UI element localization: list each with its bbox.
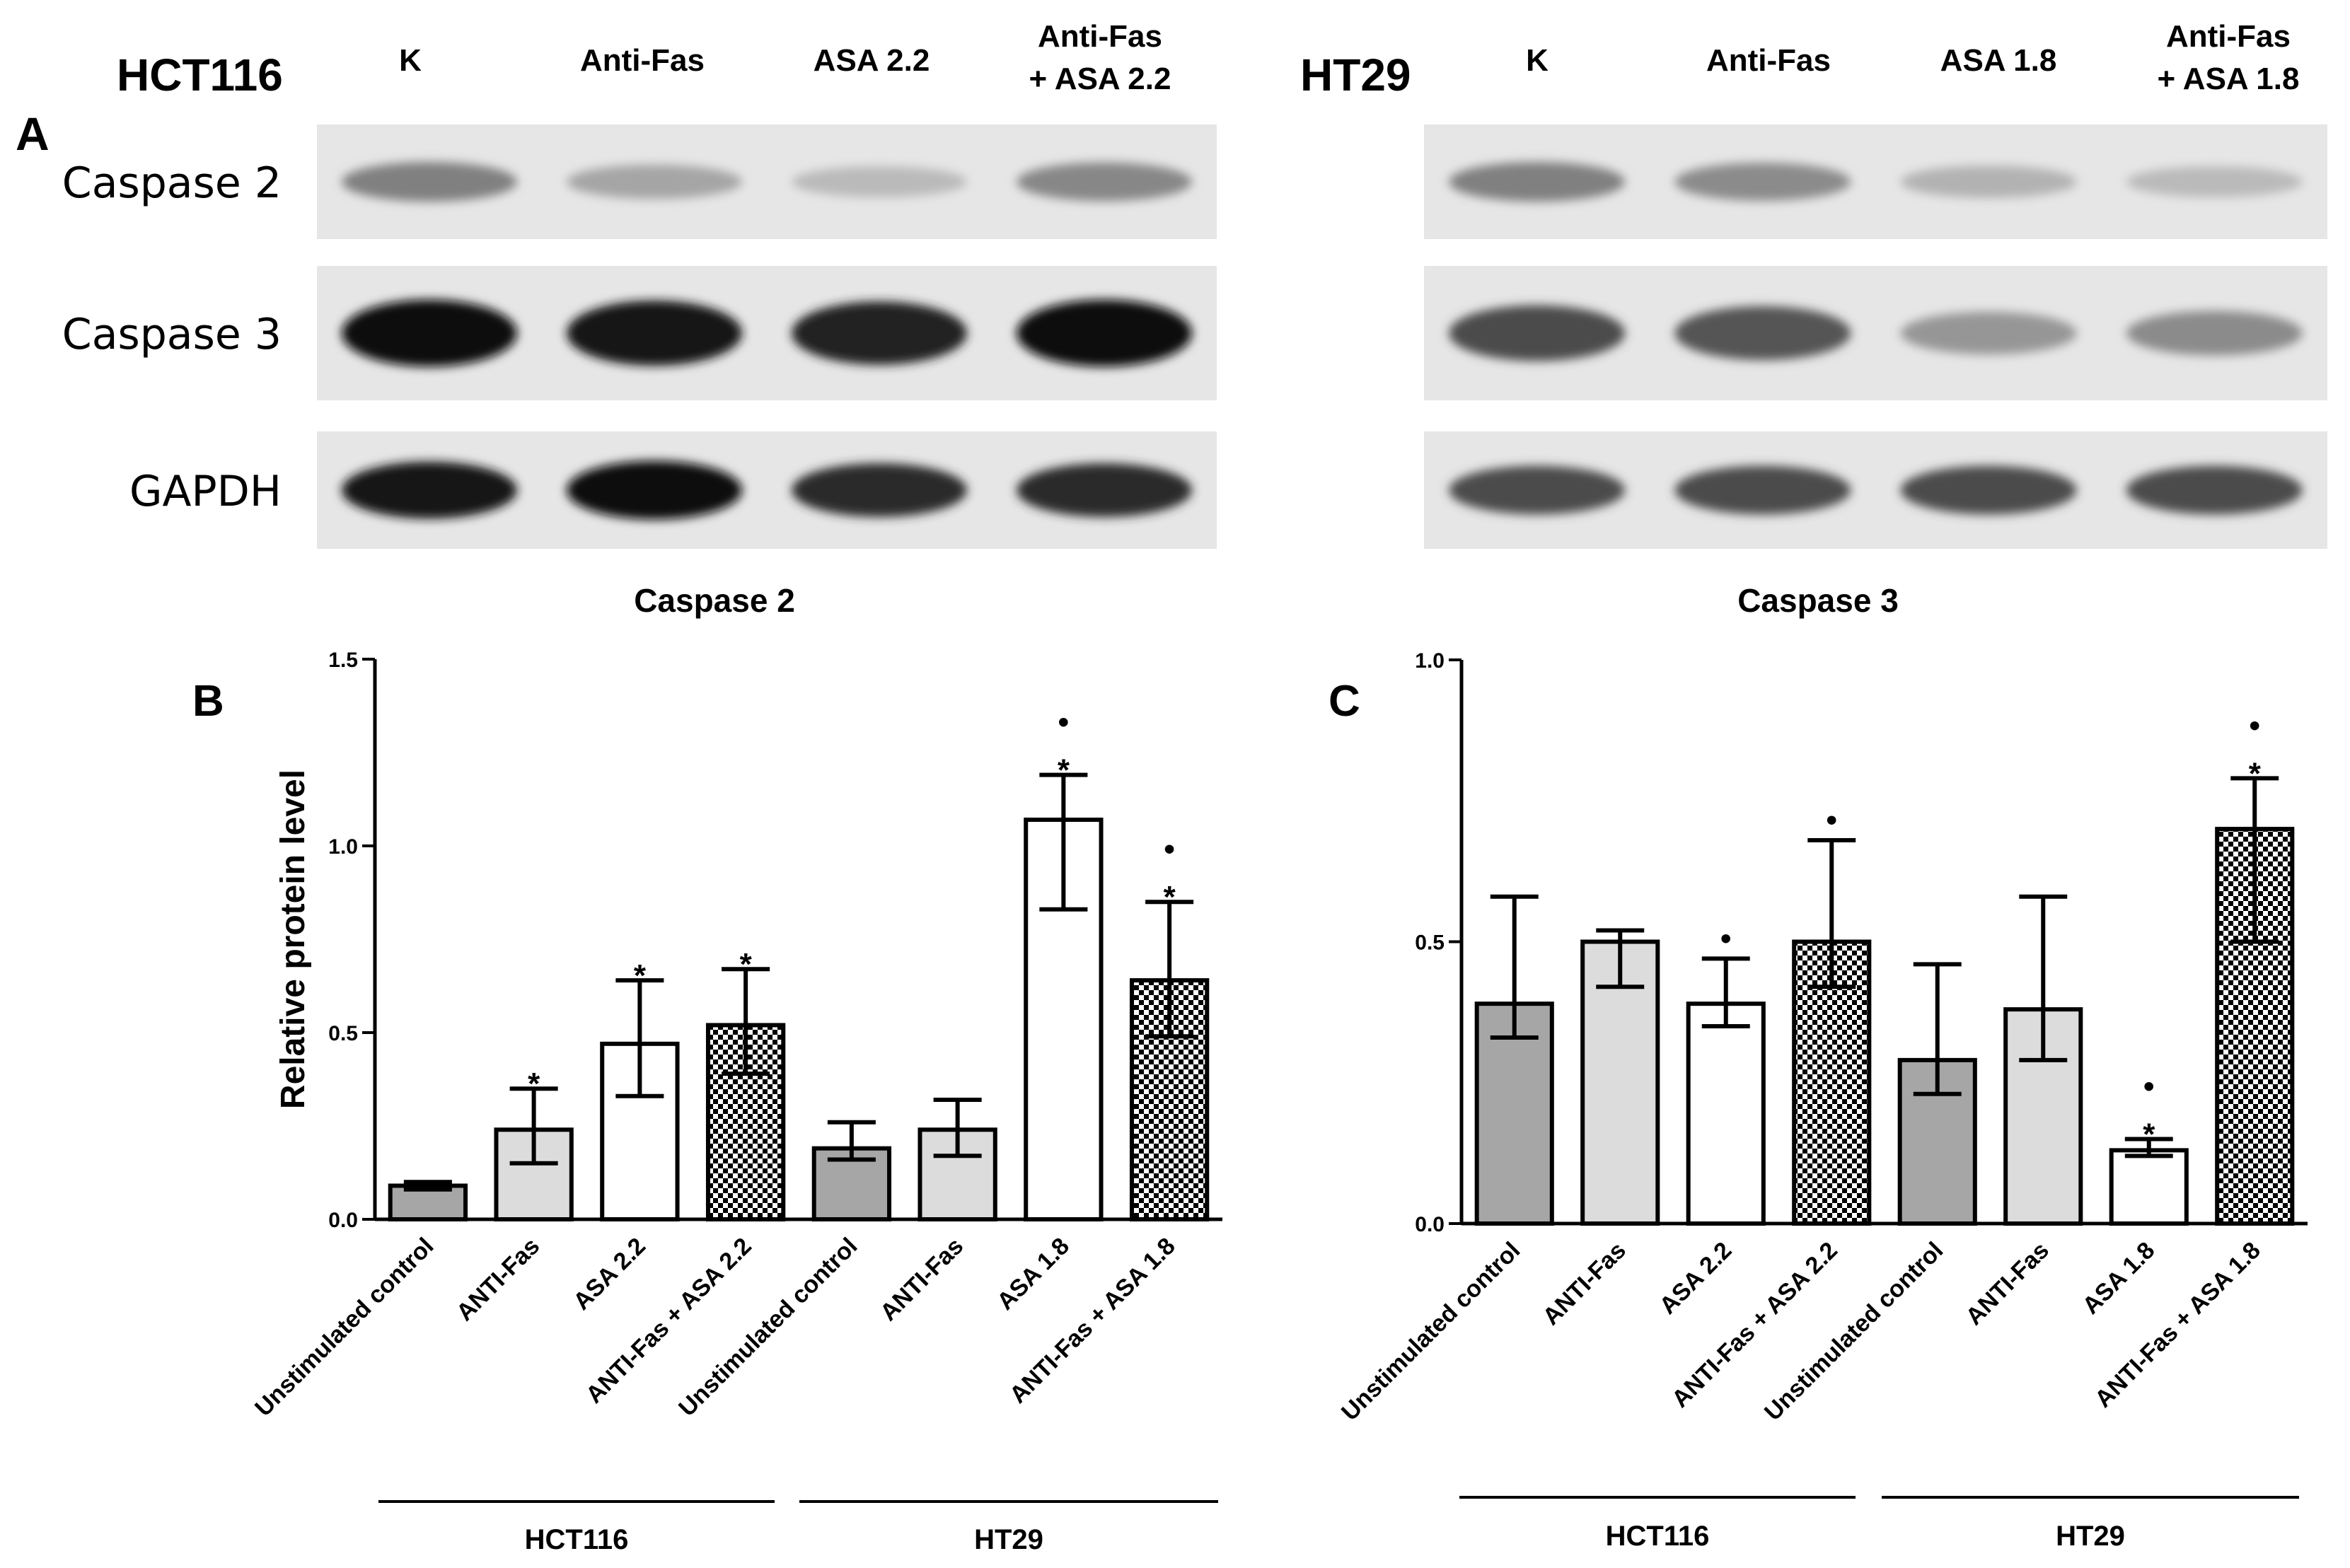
group-label: HT29 <box>2056 1521 2125 1552</box>
group-label: HCT116 <box>1606 1521 1710 1552</box>
significance-dot: • <box>2250 708 2260 743</box>
blot-band <box>1016 162 1193 202</box>
blot-band <box>2126 465 2303 515</box>
blot-lane-label: ASA 2.2 <box>814 43 930 78</box>
chart-title: Caspase 2 <box>634 582 795 619</box>
blot-band <box>341 461 518 519</box>
blot-cell-line-title: HT29 <box>1300 50 1411 100</box>
significance-dot: • <box>1164 832 1174 866</box>
significance-star: * <box>740 947 753 982</box>
blot-band <box>1016 299 1193 367</box>
blot-band <box>1449 465 1626 515</box>
chart-title: Caspase 3 <box>1737 582 1899 619</box>
blot-band <box>2126 310 2303 356</box>
y-tick-label: 0.0 <box>328 1209 358 1232</box>
blot-band <box>2126 166 2303 197</box>
blot-lane-label-line: + ASA 2.2 <box>1029 62 1171 96</box>
blot-ht29: HT29 K Anti-Fas ASA 1.8 Anti-Fas + ASA 1.8 <box>1300 19 2327 549</box>
blot-protein-label: Caspase 2 <box>62 158 282 208</box>
group-label: HCT116 <box>525 1524 629 1555</box>
significance-star: * <box>2143 1117 2155 1151</box>
blot-band <box>1900 165 2077 198</box>
blot-band <box>1900 311 2077 355</box>
blot-lane-label-line: K <box>1526 43 1549 78</box>
blot-lane-label: Anti-Fas + ASA 2.2 <box>1029 19 1171 96</box>
blot-band <box>566 460 743 520</box>
significance-star: * <box>528 1067 540 1101</box>
blot-band <box>566 300 743 366</box>
panel-label-a: A <box>16 108 50 160</box>
panel-label-b: B <box>192 677 224 726</box>
blot-lane-label-line: Anti-Fas <box>1038 19 1162 54</box>
significance-dot: • <box>1058 705 1069 740</box>
blot-lane-label-line: ASA 1.8 <box>1940 43 2057 78</box>
blot-band <box>1674 306 1851 361</box>
blot-band <box>1449 161 1626 202</box>
significance-dot: • <box>1720 921 1731 956</box>
blot-band <box>1674 163 1851 201</box>
significance-star: * <box>634 958 647 993</box>
blot-lane-label: Anti-Fas <box>1706 43 1831 78</box>
blot-lane-label: ASA 1.8 <box>1940 43 2057 78</box>
blot-band <box>341 299 518 367</box>
blot-band <box>1674 465 1851 515</box>
significance-dot: • <box>2143 1069 2154 1103</box>
group-label: HT29 <box>974 1524 1043 1555</box>
blot-cell-line-title: HCT116 <box>117 50 283 100</box>
y-tick-label: 0.5 <box>1415 931 1445 955</box>
blot-lane-label-line: + ASA 1.8 <box>2158 62 2300 96</box>
significance-dot: • <box>1827 803 1837 837</box>
blot-lane-label: K <box>399 43 422 78</box>
significance-star: * <box>1058 753 1070 788</box>
y-tick-label: 1.0 <box>1415 649 1445 673</box>
blot-lane-label-line: K <box>399 43 422 78</box>
blot-protein-label: Caspase 3 <box>62 310 282 359</box>
blot-band <box>341 161 518 202</box>
blot-lane-label: Anti-Fas <box>580 43 705 78</box>
y-tick-label: 0.5 <box>328 1022 358 1045</box>
significance-star: * <box>1164 880 1176 914</box>
blot-hct116: HCT116 K Anti-Fas ASA 2.2 Anti-Fas + ASA 2.2 C… <box>62 19 1217 549</box>
blot-lane-label-line: Anti-Fas <box>2166 19 2291 54</box>
blot-lane-label-line: ASA 2.2 <box>814 43 930 78</box>
blot-band <box>791 301 968 365</box>
blot-lane-label-line: Anti-Fas <box>1706 43 1831 78</box>
panel-label-c: C <box>1329 677 1360 726</box>
blot-lane-label: K <box>1526 43 1549 78</box>
blot-band <box>1449 305 1626 361</box>
significance-star: * <box>2249 756 2262 791</box>
y-tick-label: 1.5 <box>328 649 358 672</box>
bar <box>1686 1001 1766 1226</box>
blot-lane-label: Anti-Fas + ASA 1.8 <box>2158 19 2300 96</box>
blot-band <box>1016 463 1193 518</box>
blot-band <box>791 463 968 518</box>
blot-lane-label-line: Anti-Fas <box>580 43 705 78</box>
blot-protein-label: GAPDH <box>129 467 282 516</box>
y-tick-label: 0.0 <box>1415 1213 1445 1236</box>
y-tick-label: 1.0 <box>328 835 358 859</box>
bar <box>494 1127 574 1222</box>
y-axis-label: Relative protein level <box>274 770 312 1109</box>
blot-band <box>566 164 743 199</box>
blot-band <box>1900 465 2077 515</box>
bar <box>2109 1148 2189 1226</box>
blot-band <box>791 166 968 197</box>
